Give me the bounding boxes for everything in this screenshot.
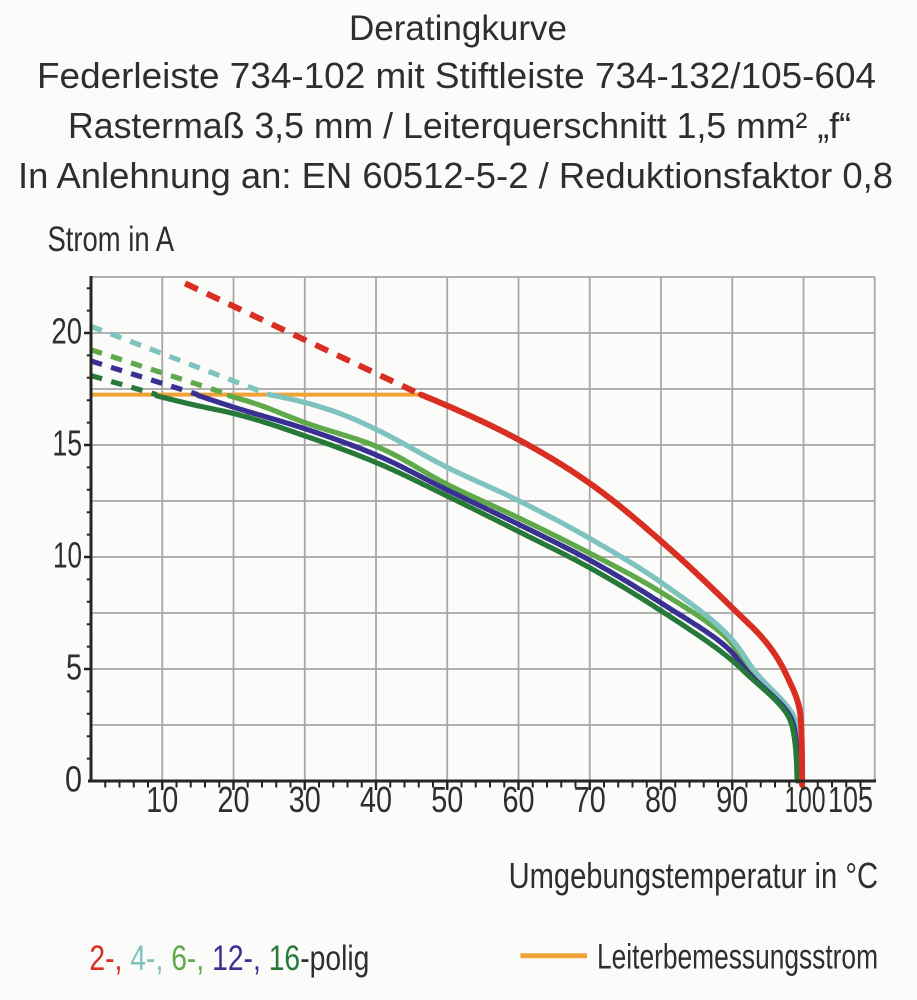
svg-text:70: 70: [574, 779, 606, 820]
svg-text:6-,: 6-,: [171, 939, 212, 978]
svg-text:30: 30: [289, 779, 321, 820]
svg-text:5: 5: [66, 646, 82, 687]
svg-text:In Anlehnung an: EN 60512-5-2: In Anlehnung an: EN 60512-5-2 / Reduktio…: [18, 155, 893, 196]
svg-text:40: 40: [360, 779, 392, 820]
svg-text:0: 0: [65, 758, 82, 799]
svg-text:4-,: 4-,: [130, 939, 171, 978]
svg-text:2-,: 2-,: [89, 939, 130, 978]
svg-text:80: 80: [645, 779, 677, 820]
svg-text:50: 50: [431, 779, 463, 820]
svg-text:15: 15: [52, 422, 82, 463]
svg-text:20: 20: [51, 310, 82, 351]
svg-text:Umgebungstemperatur in °C: Umgebungstemperatur in °C: [509, 855, 878, 896]
svg-text:10: 10: [146, 779, 178, 820]
svg-text:90: 90: [716, 779, 748, 820]
svg-text:100: 100: [785, 779, 826, 820]
svg-text:10: 10: [53, 534, 82, 575]
svg-text:60: 60: [503, 779, 535, 820]
svg-text:16: 16: [269, 939, 301, 978]
svg-text:Deratingkurve: Deratingkurve: [349, 9, 567, 48]
svg-text:Rastermaß 3,5 mm / Leiterquers: Rastermaß 3,5 mm / Leiterquerschnitt 1,5…: [68, 105, 851, 146]
svg-text:105: 105: [828, 779, 873, 820]
svg-text:Federleiste 734-102 mit Stiftl: Federleiste 734-102 mit Stiftleiste 734-…: [37, 55, 876, 96]
svg-text:Strom in A: Strom in A: [48, 220, 175, 259]
svg-text:20: 20: [218, 779, 250, 820]
svg-text:Leiterbemessungsstrom: Leiterbemessungsstrom: [597, 938, 878, 977]
svg-text:-polig: -polig: [300, 939, 369, 978]
svg-text:12-,: 12-,: [212, 939, 269, 978]
